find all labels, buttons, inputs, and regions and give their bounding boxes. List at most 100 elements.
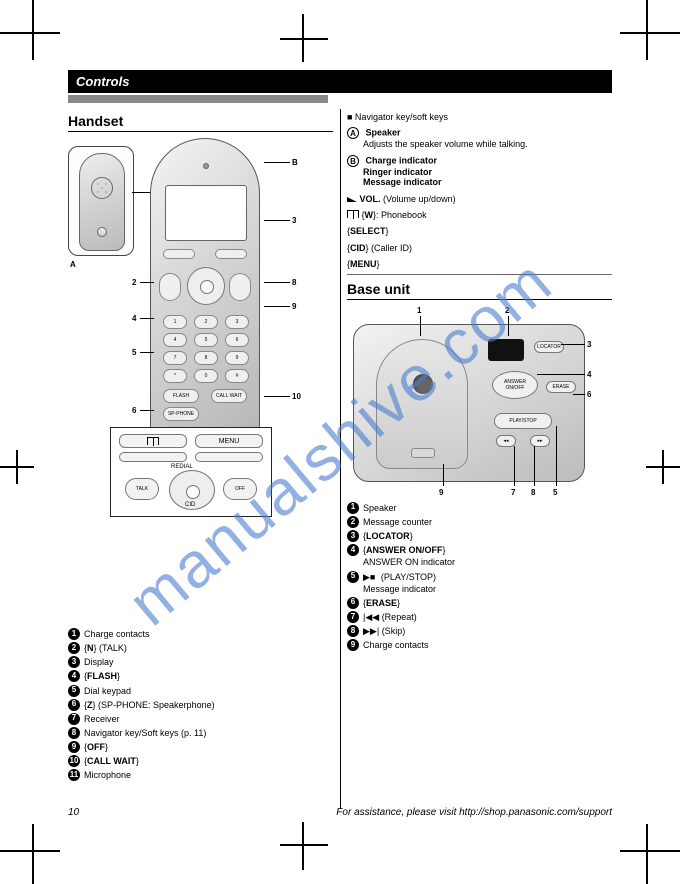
list-item: 2Message counter: [347, 516, 612, 528]
list-item: 7|◀◀ (Repeat): [347, 611, 612, 623]
erase-button: ERASE: [546, 381, 576, 393]
crop-mark: [620, 850, 680, 852]
list-item: 10{CALL WAIT}: [68, 755, 333, 767]
play-button: PLAY/STOP: [494, 413, 552, 429]
list-item: 8▶▶| (Skip): [347, 625, 612, 637]
footer: 10 For assistance, please visit http://s…: [68, 807, 612, 818]
crop-mark: [16, 450, 18, 484]
leader-line: [140, 410, 154, 411]
msg-counter-display: [488, 339, 524, 361]
speaker-inset: [68, 146, 134, 256]
zoom-detail: MENU TALK OFF REDIAL CID: [110, 427, 272, 517]
leader-line: [420, 316, 421, 336]
key-5: 5: [194, 333, 218, 347]
key-3: 3: [225, 315, 249, 329]
list-item: 4{ANSWER ON/OFF} ANSWER ON indicator: [347, 544, 612, 568]
skip-button: ▸▸: [530, 435, 550, 447]
left-column: Handset A: [68, 109, 333, 784]
leader-line: [561, 344, 585, 345]
page-number: 10: [68, 807, 79, 818]
zoom-underline-left: [119, 452, 187, 462]
list-item: 6{Z} (SP-PHONE: Speakerphone): [68, 699, 333, 711]
zoom-label-redial: REDIAL: [171, 464, 193, 470]
leader-line: [140, 352, 154, 353]
zoom-soft-left: [119, 434, 187, 448]
talk-button: [159, 273, 181, 301]
list-item: 9{OFF}: [68, 741, 333, 753]
callout-label: 5: [132, 348, 136, 357]
leader-line: [264, 162, 290, 163]
leader-line: [573, 394, 585, 395]
key-2: 2: [194, 315, 218, 329]
callout-label: 2: [132, 278, 136, 287]
crop-mark: [32, 824, 34, 884]
key-4: 4: [163, 333, 187, 347]
crop-mark: [662, 450, 664, 484]
key-0: 0: [194, 369, 218, 383]
charge-contacts-icon: [411, 448, 435, 458]
rule: [347, 299, 612, 300]
columns-wrap: Handset A: [68, 109, 612, 784]
menu-linelabel: {MENU}: [347, 258, 612, 270]
zoom-inner: MENU TALK OFF REDIAL CID: [119, 434, 263, 510]
key-6: 6: [225, 333, 249, 347]
leader-line: [264, 396, 290, 397]
crop-mark: [646, 0, 648, 60]
key-hash: #: [225, 369, 249, 383]
next-icon: ▶▶|: [363, 626, 379, 636]
leader-line: [264, 306, 290, 307]
callout-label: 5: [553, 488, 557, 497]
leader-line: [514, 446, 515, 486]
callout-label: B: [292, 158, 298, 167]
callout-label: 7: [511, 488, 515, 497]
key-8: 8: [194, 351, 218, 365]
page-title: Controls: [68, 70, 612, 93]
base-heading: Base unit: [347, 281, 612, 297]
spphone-button: SP-PHONE: [163, 407, 199, 421]
leader-line: [443, 464, 444, 486]
vol-linelabel: VOL. (Volume up/down): [347, 193, 612, 205]
leader-line: [537, 374, 585, 375]
speaker-hole-icon: [413, 374, 433, 394]
zoom-talk-button: TALK: [125, 478, 159, 500]
leader-line: [140, 282, 154, 283]
callout-label: 2: [505, 306, 509, 315]
speaker-grille-icon: [91, 177, 113, 199]
soft-key-left: [163, 249, 195, 259]
key-9: 9: [225, 351, 249, 365]
list-item: 9Charge contacts: [347, 639, 612, 651]
callout-label: 9: [292, 302, 296, 311]
zoom-soft-right: MENU: [195, 434, 263, 448]
block-A: A Speaker Adjusts the speaker volume whi…: [347, 127, 612, 149]
book-icon: [147, 437, 159, 445]
list-item: 4{FLASH}: [68, 670, 333, 682]
base-diagram: LOCATOR ANSWER ON/OFF ERASE PLAY/STOP ◂◂…: [347, 306, 597, 496]
ring-letter-icon: B: [347, 155, 359, 167]
key-1: 1: [163, 315, 187, 329]
phonebook-icon: [347, 210, 359, 218]
footer-text: For assistance, please visit http://shop…: [336, 807, 612, 818]
zoom-underline-right: [195, 452, 263, 462]
flash-button: FLASH: [163, 389, 199, 403]
callwait-button: CALL WAIT: [211, 389, 247, 403]
crop-mark: [0, 850, 60, 852]
cid-linelabel: {CID} (Caller ID): [347, 242, 612, 254]
prev-icon: |◀◀: [363, 612, 379, 622]
block-B: B Charge indicator Ringer indicator Mess…: [347, 155, 612, 187]
base-body: LOCATOR ANSWER ON/OFF ERASE PLAY/STOP ◂◂…: [353, 324, 585, 482]
crop-mark: [280, 38, 328, 40]
leader-line: [508, 316, 509, 336]
answer-button: ANSWER ON/OFF: [492, 371, 538, 399]
page: Controls Handset A: [68, 70, 612, 814]
column-divider: [340, 109, 341, 809]
zoom-select: [186, 485, 200, 499]
receiver-hole-icon: [203, 163, 209, 169]
volume-icon: [347, 197, 357, 202]
crop-mark: [302, 822, 304, 870]
label-charge: Charge indicator: [366, 156, 438, 166]
key-star: *: [163, 369, 187, 383]
locator-button: LOCATOR: [534, 341, 564, 353]
callout-label: 3: [292, 216, 296, 225]
callout-label: 6: [132, 406, 136, 415]
callout-label: 4: [132, 314, 136, 323]
